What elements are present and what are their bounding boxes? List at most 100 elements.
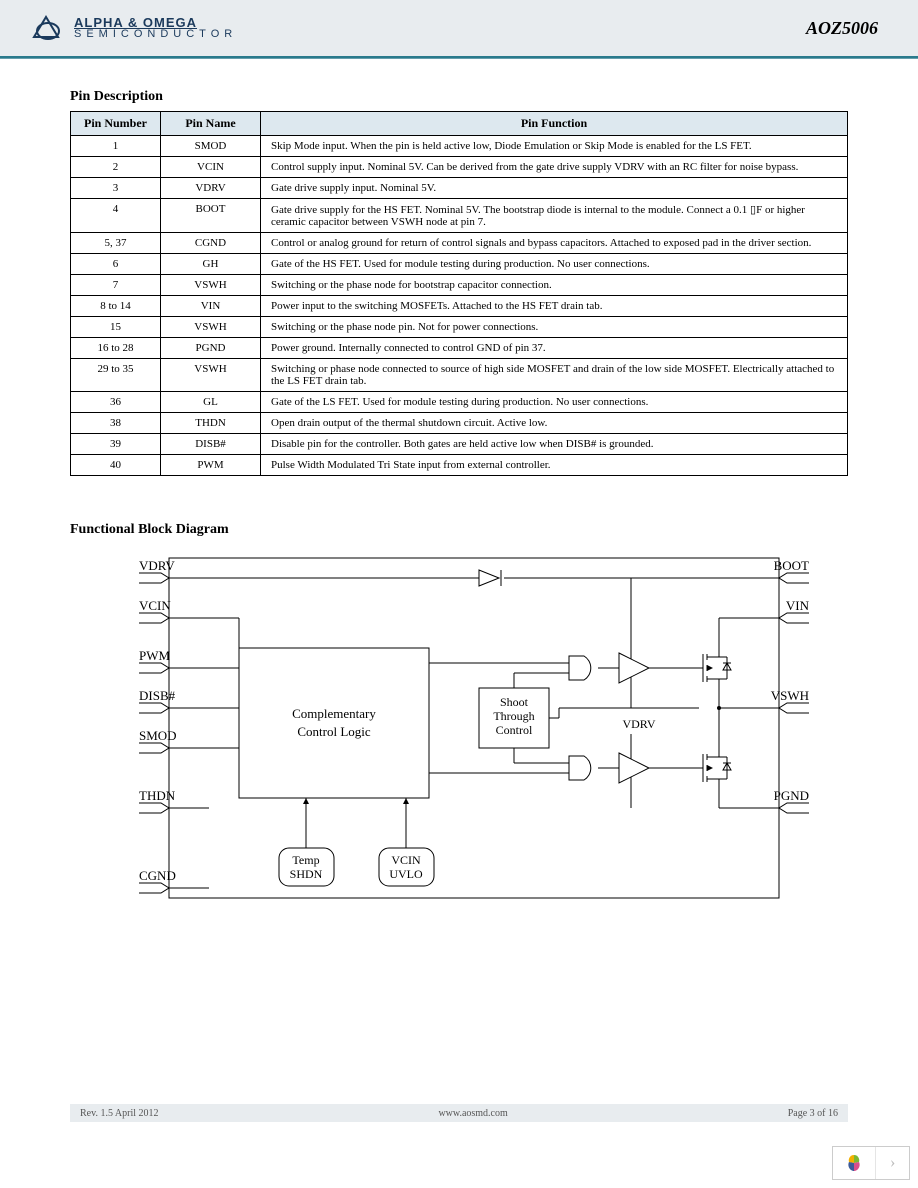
logo-sub-text: SEMICONDUCTOR	[74, 29, 237, 40]
pin-label: PGND	[774, 788, 809, 803]
footer-rev: Rev. 1.5 April 2012	[80, 1108, 159, 1119]
pin-label: VSWH	[771, 688, 809, 703]
pin-name-cell: VSWH	[161, 275, 261, 296]
pin-label: VIN	[786, 598, 809, 613]
pin-number-cell: 36	[71, 392, 161, 413]
table-row: 1SMODSkip Mode input. When the pin is he…	[71, 136, 848, 157]
pin-label: BOOT	[774, 558, 809, 573]
pin-name-cell: PWM	[161, 455, 261, 476]
table-row: 36GLGate of the LS FET. Used for module …	[71, 392, 848, 413]
block-diagram-title: Functional Block Diagram	[70, 522, 848, 538]
pin-function-cell: Power input to the switching MOSFETs. At…	[261, 296, 848, 317]
stc-l3: Control	[496, 723, 533, 737]
table-row: 8 to 14VINPower input to the switching M…	[71, 296, 848, 317]
pin-function-cell: Pulse Width Modulated Tri State input fr…	[261, 455, 848, 476]
table-row: 3VDRVGate drive supply input. Nominal 5V…	[71, 178, 848, 199]
pin-function-cell: Control or analog ground for return of c…	[261, 233, 848, 254]
stc-l1: Shoot	[500, 695, 529, 709]
main-block-l2: Control Logic	[297, 724, 371, 739]
pin-name-cell: VSWH	[161, 317, 261, 338]
pin-number-cell: 4	[71, 199, 161, 233]
pin-name-cell: GH	[161, 254, 261, 275]
pin-name-cell: PGND	[161, 338, 261, 359]
pin-number-cell: 2	[71, 157, 161, 178]
pin-function-cell: Control supply input. Nominal 5V. Can be…	[261, 157, 848, 178]
pin-label: PWM	[139, 648, 171, 663]
pin-number-cell: 6	[71, 254, 161, 275]
pin-number-cell: 16 to 28	[71, 338, 161, 359]
pin-name-cell: SMOD	[161, 136, 261, 157]
pin-name-cell: VSWH	[161, 359, 261, 392]
pin-name-cell: GL	[161, 392, 261, 413]
table-row: 40PWMPulse Width Modulated Tri State inp…	[71, 455, 848, 476]
table-row: 5, 37CGNDControl or analog ground for re…	[71, 233, 848, 254]
header-bar: ALPHA & OMEGA SEMICONDUCTOR AOZ5006	[0, 0, 918, 56]
mini-toolbar: ›	[832, 1146, 910, 1180]
logo-icon	[30, 13, 66, 43]
pin-name-cell: THDN	[161, 413, 261, 434]
pin-name-cell: VDRV	[161, 178, 261, 199]
footer-url: www.aosmd.com	[438, 1108, 507, 1119]
pin-function-cell: Gate drive supply for the HS FET. Nomina…	[261, 199, 848, 233]
pin-function-cell: Switching or the phase node pin. Not for…	[261, 317, 848, 338]
pin-label: CGND	[139, 868, 176, 883]
main-block-l1: Complementary	[292, 706, 376, 721]
pin-function-cell: Switching or the phase node for bootstra…	[261, 275, 848, 296]
pin-label: VDRV	[139, 558, 175, 573]
part-number: AOZ5006	[806, 18, 878, 39]
pin-number-cell: 40	[71, 455, 161, 476]
pin-number-cell: 15	[71, 317, 161, 338]
pin-number-cell: 1	[71, 136, 161, 157]
footer-bar: Rev. 1.5 April 2012 www.aosmd.com Page 3…	[70, 1104, 848, 1122]
pin-name-cell: VIN	[161, 296, 261, 317]
pin-number-cell: 39	[71, 434, 161, 455]
table-row: 15VSWHSwitching or the phase node pin. N…	[71, 317, 848, 338]
block-diagram: VDRV VCIN PWM DISB# SMOD THDN CGND BOOT VIN VSWH…	[109, 548, 809, 908]
pin-label: THDN	[139, 788, 176, 803]
pin-function-cell: Skip Mode input. When the pin is held ac…	[261, 136, 848, 157]
pin-label: SMOD	[139, 728, 177, 743]
stc-l2: Through	[493, 709, 534, 723]
table-row: 4BOOTGate drive supply for the HS FET. N…	[71, 199, 848, 233]
pin-number-cell: 5, 37	[71, 233, 161, 254]
uvlo-l2: UVLO	[389, 867, 423, 881]
pin-function-cell: Switching or phase node connected to sou…	[261, 359, 848, 392]
table-row: 29 to 35VSWHSwitching or phase node conn…	[71, 359, 848, 392]
pin-number-cell: 29 to 35	[71, 359, 161, 392]
toolbar-logo-icon[interactable]	[833, 1147, 875, 1179]
table-row: 2VCINControl supply input. Nominal 5V. C…	[71, 157, 848, 178]
pin-function-cell: Disable pin for the controller. Both gat…	[261, 434, 848, 455]
table-row: 38THDNOpen drain output of the thermal s…	[71, 413, 848, 434]
pin-number-cell: 8 to 14	[71, 296, 161, 317]
pin-name-cell: BOOT	[161, 199, 261, 233]
pin-name-cell: DISB#	[161, 434, 261, 455]
chevron-right-icon: ›	[890, 1154, 895, 1172]
uvlo-l1: VCIN	[391, 853, 421, 867]
vdrv-mid-label: VDRV	[622, 717, 655, 731]
table-row: 16 to 28PGNDPower ground. Internally con…	[71, 338, 848, 359]
table-row: 7VSWHSwitching or the phase node for boo…	[71, 275, 848, 296]
pin-name-cell: VCIN	[161, 157, 261, 178]
pin-description-title: Pin Description	[70, 89, 848, 105]
pin-number-cell: 7	[71, 275, 161, 296]
toolbar-next-button[interactable]: ›	[875, 1147, 909, 1179]
temp-l2: SHDN	[290, 867, 323, 881]
pin-number-cell: 38	[71, 413, 161, 434]
pin-name-cell: CGND	[161, 233, 261, 254]
pin-label: VCIN	[139, 598, 171, 613]
pin-number-cell: 3	[71, 178, 161, 199]
pin-function-cell: Open drain output of the thermal shutdow…	[261, 413, 848, 434]
footer-page: Page 3 of 16	[788, 1108, 838, 1119]
pin-table-header: Pin Name	[161, 112, 261, 136]
pin-table-header: Pin Function	[261, 112, 848, 136]
pin-function-cell: Power ground. Internally connected to co…	[261, 338, 848, 359]
pin-label: DISB#	[139, 688, 176, 703]
mosfet-top	[689, 618, 731, 708]
pin-function-cell: Gate of the LS FET. Used for module test…	[261, 392, 848, 413]
pin-table: Pin NumberPin NamePin Function 1SMODSkip…	[70, 111, 848, 476]
mosfet-bottom	[689, 708, 731, 808]
pin-function-cell: Gate drive supply input. Nominal 5V.	[261, 178, 848, 199]
temp-l1: Temp	[292, 853, 319, 867]
table-row: 39DISB#Disable pin for the controller. B…	[71, 434, 848, 455]
logo: ALPHA & OMEGA SEMICONDUCTOR	[30, 13, 237, 43]
